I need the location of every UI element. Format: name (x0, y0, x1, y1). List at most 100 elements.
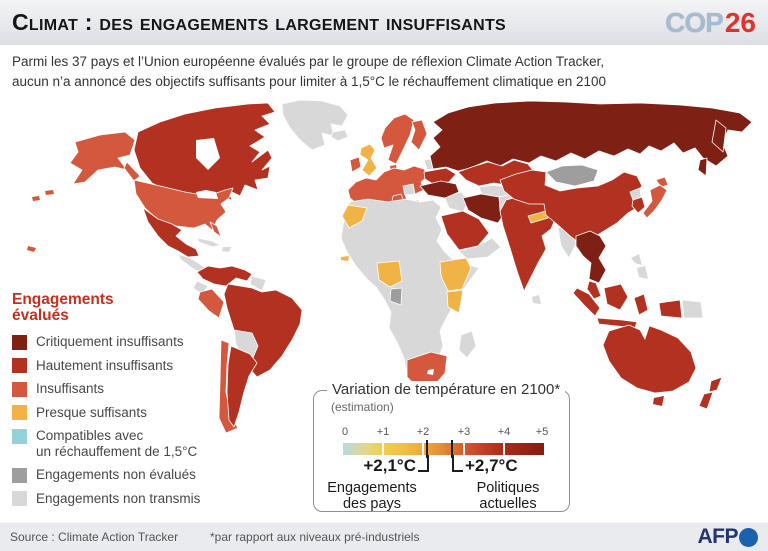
region-nepal (527, 210, 549, 224)
region-ireland (349, 156, 362, 173)
legend-item-almost-sufficient: Presque suffisants (12, 405, 217, 420)
scale-subtitle: (estimation) (331, 400, 394, 414)
region-ethiopia (439, 257, 472, 292)
legend-item-critically-insufficient: Critiquement insuffisants (12, 334, 217, 350)
temperature-scale-box: Variation de température en 2100* (estim… (313, 381, 570, 512)
region-australia (602, 324, 697, 394)
region-russia (429, 100, 753, 172)
region-finland (410, 119, 428, 151)
afp-logo: AFP (698, 525, 758, 549)
region-uk (359, 143, 378, 177)
cop26-logo: COP26 (665, 6, 756, 38)
region-balkans (402, 183, 416, 196)
legend-item-not-assessed: Engagements non évalués (12, 467, 217, 483)
region-mongolia (545, 164, 599, 187)
scale-tick-5: +5 (535, 426, 549, 438)
region-new-zealand-south (698, 391, 714, 410)
subtitle-line2: aucun n’a annoncé des objectifs suffisan… (12, 73, 607, 89)
region-morocco (341, 204, 368, 229)
legend-swatch (12, 358, 27, 373)
region-south-korea (631, 196, 646, 214)
region-gabon (389, 287, 403, 306)
scale-separator (382, 443, 384, 455)
region-kenya (446, 289, 464, 314)
region-sumatra (572, 287, 601, 317)
region-greenland (281, 99, 349, 151)
marker-pledges-value: +2,1°C (363, 456, 416, 475)
marker-pledges-label: Engagements des pays (327, 480, 417, 512)
legend-swatch (12, 334, 27, 350)
region-iceland (330, 129, 349, 142)
region-yemen-oman (458, 237, 502, 260)
region-sakhalin (697, 157, 708, 177)
region-guyanas (249, 275, 267, 292)
region-madagascar (458, 330, 477, 359)
region-sri-lanka (532, 295, 541, 304)
legend-item-not-submitted: Engagements non transmis (12, 491, 217, 506)
cop-logo-number: 26 (724, 6, 756, 38)
scale-tick-2: +2 (416, 426, 430, 438)
region-aleutians (32, 190, 54, 201)
region-japan (642, 184, 668, 219)
legend-heading: Engagements évalués (12, 291, 114, 324)
hudson-bay (196, 138, 220, 170)
region-sulawesi (633, 293, 649, 316)
great-lakes (196, 190, 218, 199)
cop-logo-text: COP (665, 6, 724, 38)
region-kamchatka (711, 119, 727, 153)
region-africa (340, 198, 480, 392)
region-hispaniola (222, 247, 231, 252)
region-papua-indonesia (658, 299, 683, 319)
region-gambia (341, 256, 349, 261)
region-florida (209, 221, 222, 238)
region-peru (197, 288, 225, 319)
region-cuba (196, 237, 221, 248)
marker-policies-label: Politiques actuelles (476, 480, 540, 512)
region-hawaii (27, 246, 36, 252)
region-ukraine (423, 167, 457, 185)
scale-tick-3: +3 (457, 426, 471, 438)
region-colombia-venezuela (196, 265, 253, 287)
marker-pledges-tick (426, 440, 429, 458)
legend-item-insufficient: Insuffisants (12, 381, 217, 397)
region-saudi-arabia (440, 210, 490, 251)
region-borneo (603, 283, 629, 311)
scale-separator (503, 443, 505, 455)
legend-swatch (12, 428, 27, 444)
gulf-of-carpentaria (638, 325, 650, 340)
scale-title: Variation de température en 2100* (327, 381, 566, 398)
region-malaysia (586, 280, 602, 300)
region-argentina (226, 345, 258, 428)
legend-swatch (12, 405, 27, 420)
legend-swatch (12, 491, 27, 506)
page-title: Climat : des engagements largement insuf… (12, 9, 507, 35)
footnote: *par rapport aux niveaux pré-industriels (210, 530, 420, 544)
region-alaska-panhandle (123, 161, 141, 182)
scale-separator (463, 443, 465, 455)
legend: Engagements évalués Critiquement insuffi… (12, 292, 217, 514)
marker-policies-tick (450, 440, 453, 458)
region-south-africa (406, 351, 448, 390)
legend-item-highly-insufficient: Hautement insuffisants (12, 358, 217, 373)
scale-tick-4: +4 (497, 426, 511, 438)
region-philippines (631, 254, 648, 279)
marker-pledges-connector (418, 455, 429, 472)
legend-swatch (12, 467, 27, 483)
source-credit: Source : Climate Action Tracker (10, 530, 179, 544)
scale-separator (422, 443, 424, 455)
temperature-gradient-bar (343, 443, 544, 455)
legend-swatch (12, 381, 27, 397)
region-turkey (419, 180, 460, 199)
scale-tick-0: 0 (341, 426, 349, 438)
scale-tick-1: +1 (376, 426, 390, 438)
region-japan-hokkaido (655, 176, 669, 188)
lesotho (427, 369, 434, 375)
marker-policies-connector (452, 455, 463, 472)
header: Climat : des engagements largement insuf… (0, 0, 768, 45)
subtitle-line1: Parmi les 37 pays et l’Union européenne … (12, 54, 605, 69)
region-southeast-asia (575, 230, 607, 284)
subtitle: Parmi les 37 pays et l’Union européenne … (12, 52, 732, 91)
legend-item-compatible-15c: Compatibles avec un réchauffement de 1,5°… (12, 428, 217, 459)
